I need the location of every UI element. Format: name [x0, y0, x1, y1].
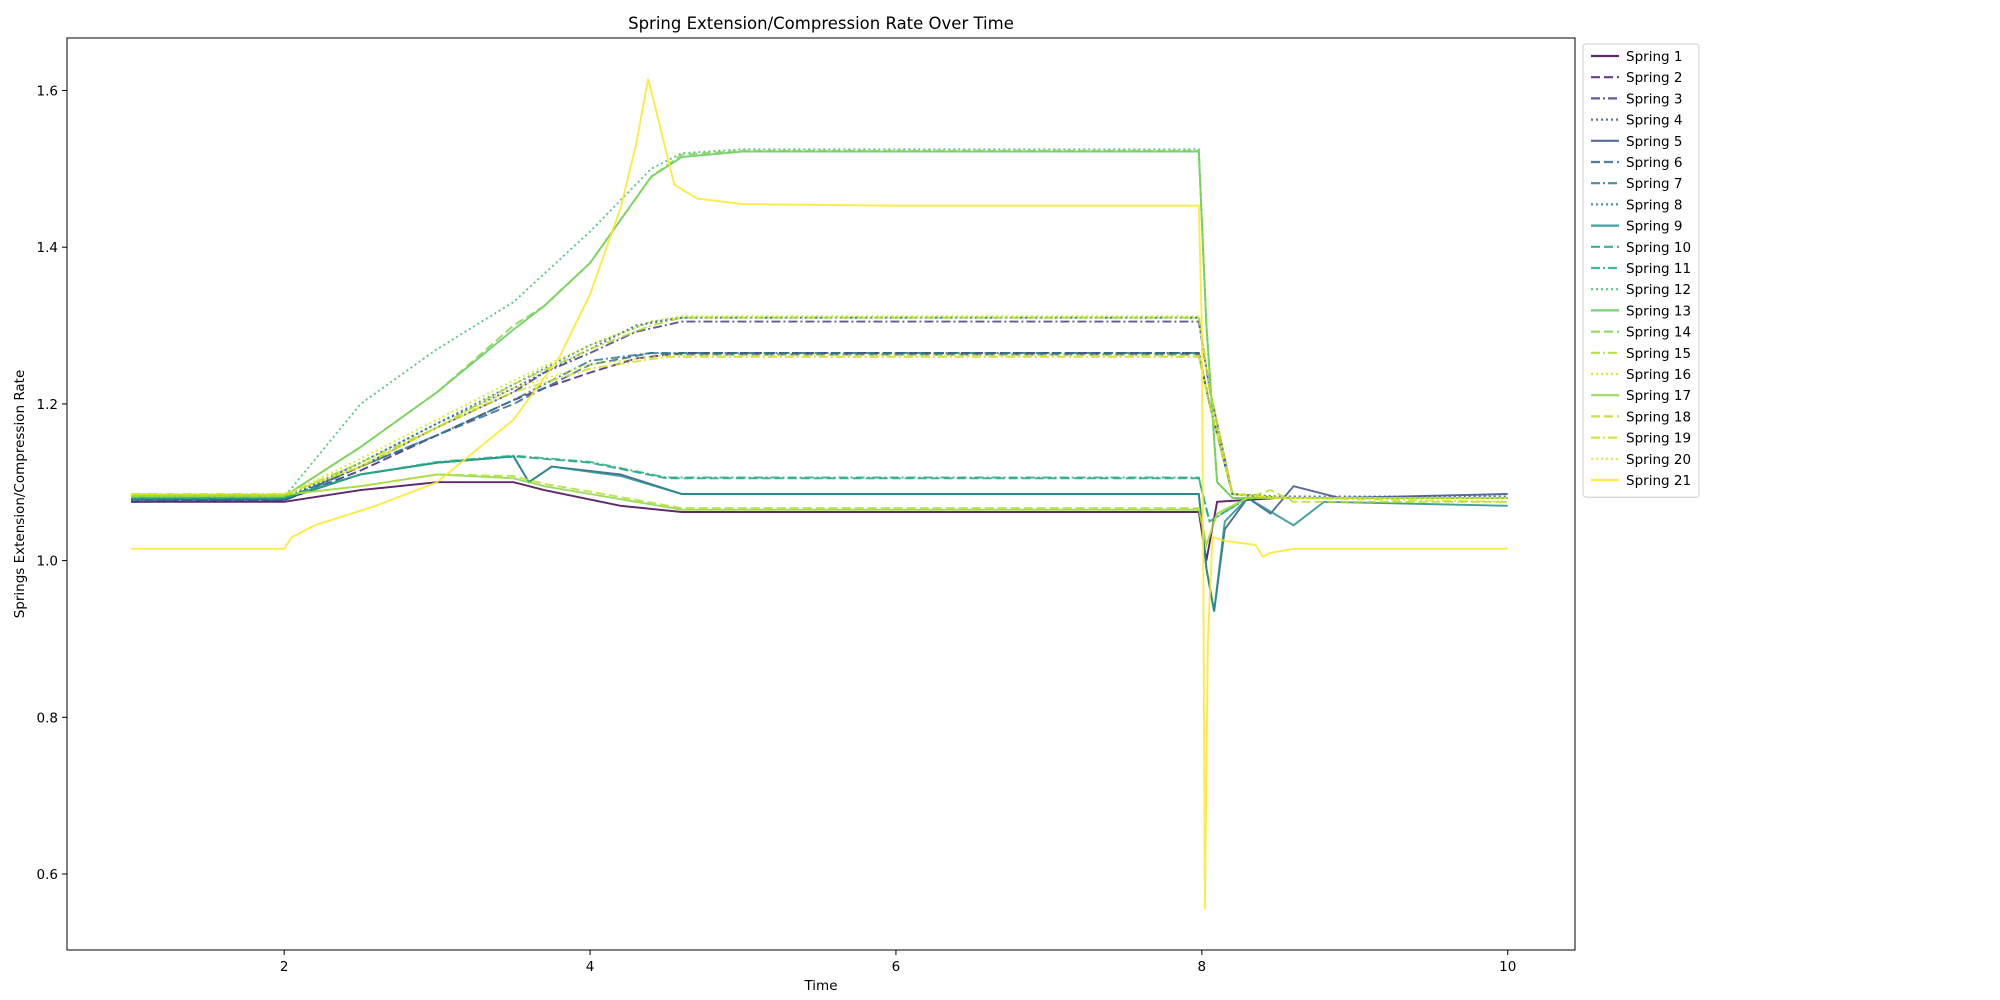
series-line-18	[131, 473, 1508, 549]
x-tick-label: 4	[586, 959, 595, 975]
y-tick-label: 0.8	[37, 710, 58, 726]
y-tick-label: 1.4	[37, 240, 58, 256]
series-line-16	[131, 315, 1508, 499]
legend-entry-label: Spring 13	[1626, 303, 1691, 319]
x-axis-label: Time	[803, 978, 837, 994]
y-tick-label: 1.6	[37, 83, 58, 99]
x-axis: 2 4 6 8 10	[280, 950, 1516, 975]
legend-entry-label: Spring 21	[1626, 473, 1691, 489]
legend: Spring 1 Spring 2 Spring 3 Spring 4 Spring 5…	[1582, 43, 1700, 498]
legend-entry-label: Spring 7	[1626, 176, 1682, 192]
x-tick-label: 10	[1499, 959, 1516, 975]
series-line-21	[131, 78, 1508, 910]
series-line-17	[131, 473, 1508, 549]
legend-entry-label: Spring 5	[1626, 134, 1682, 150]
legend-entry-label: Spring 14	[1626, 325, 1691, 341]
series-line-2	[131, 352, 1508, 503]
legend-entry-label: Spring 20	[1626, 452, 1691, 468]
legend-entry-label: Spring 4	[1626, 113, 1682, 129]
legend-entry-label: Spring 8	[1626, 197, 1682, 213]
plot-frame	[66, 37, 1576, 951]
series-line-1	[131, 481, 1508, 561]
x-tick-label: 8	[1198, 959, 1207, 975]
chart-title: Spring Extension/Compression Rate Over T…	[628, 14, 1014, 33]
legend-entry-label: Spring 16	[1626, 367, 1691, 383]
y-tick-label: 1.0	[37, 554, 58, 570]
series-line-15	[131, 316, 1508, 499]
legend-entry-label: Spring 6	[1626, 155, 1682, 171]
legend-entry-label: Spring 10	[1626, 240, 1691, 256]
legend-entry-label: Spring 11	[1626, 261, 1691, 277]
x-tick-label: 6	[892, 959, 901, 975]
y-axis-label: Springs Extension/Compression Rate	[12, 370, 28, 619]
legend-box	[1582, 43, 1700, 498]
legend-entry-label: Spring 1	[1626, 49, 1682, 65]
series-line-19	[131, 355, 1508, 503]
series-line-7	[131, 352, 1508, 501]
series-line-14	[131, 149, 1508, 499]
series-line-13	[131, 150, 1508, 499]
series-line-12	[131, 148, 1508, 499]
legend-entry-label: Spring 2	[1626, 70, 1682, 86]
legend-entry-label: Spring 17	[1626, 388, 1691, 404]
legend-entry-label: Spring 19	[1626, 431, 1691, 447]
y-tick-label: 0.6	[37, 867, 58, 883]
legend-entry-label: Spring 9	[1626, 219, 1682, 235]
legend-entry-label: Spring 3	[1626, 91, 1682, 107]
x-tick-label: 2	[280, 959, 289, 975]
legend-entry-label: Spring 15	[1626, 346, 1691, 362]
y-tick-label: 1.2	[37, 397, 58, 413]
y-axis: 0.6 0.8 1.0 1.2 1.4 1.6	[37, 83, 67, 883]
legend-entry-label: Spring 18	[1626, 409, 1691, 425]
legend-entry-label: Spring 12	[1626, 282, 1691, 298]
plot-area	[66, 37, 1576, 951]
